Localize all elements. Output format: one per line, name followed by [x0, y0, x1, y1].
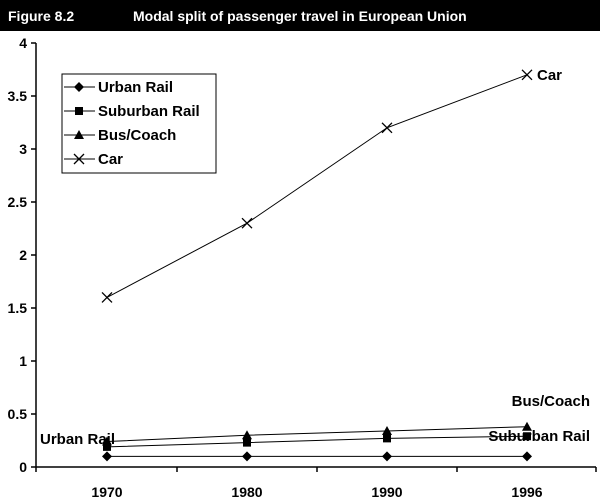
data-point-suburban-rail — [523, 432, 531, 441]
y-tick-label: 3 — [19, 141, 27, 157]
annotation-suburban-rail: Suburban Rail — [488, 428, 590, 445]
figure-header: Figure 8.2 Modal split of passenger trav… — [0, 0, 600, 31]
y-tick-label: 0 — [19, 459, 27, 475]
x-tick-label: 1990 — [371, 484, 402, 500]
legend-marker-car — [73, 153, 85, 165]
series-line-bus-coach — [106, 426, 528, 443]
figure-title: Modal split of passenger travel in Europ… — [133, 7, 467, 24]
y-tick-label: 1 — [19, 353, 27, 369]
x-tick-label: 1980 — [231, 484, 262, 500]
y-tick-label: 1.5 — [8, 300, 28, 316]
data-point-urban-rail — [102, 451, 112, 462]
data-point-car — [521, 69, 533, 81]
data-point-car — [101, 291, 113, 303]
y-tick-label: 0.5 — [8, 406, 28, 422]
legend-box — [61, 73, 217, 174]
x-tick-label: 1996 — [511, 484, 542, 500]
data-point-car — [241, 217, 253, 229]
legend-label-bus-coach: Bus/Coach — [98, 127, 176, 144]
annotation-bus-coach: Bus/Coach — [512, 393, 590, 410]
y-tick-label: 3.5 — [8, 88, 28, 104]
data-point-urban-rail — [382, 451, 392, 462]
data-point-urban-rail — [522, 451, 532, 462]
series-line-car — [106, 74, 528, 298]
data-point-suburban-rail — [243, 438, 251, 447]
annotation-urban-rail: Urban Rail — [40, 431, 115, 448]
legend-label-car: Car — [98, 151, 123, 168]
data-point-suburban-rail — [103, 442, 111, 451]
y-tick-label: 2.5 — [8, 194, 28, 210]
x-tick-label: 1970 — [91, 484, 122, 500]
data-point-suburban-rail — [383, 434, 391, 443]
legend-label-urban-rail: Urban Rail — [98, 79, 173, 96]
data-point-car — [381, 122, 393, 134]
data-point-bus-coach — [242, 430, 252, 440]
data-point-bus-coach — [102, 436, 112, 446]
figure-label: Figure 8.2 — [8, 7, 75, 24]
y-tick-label: 4 — [19, 35, 27, 51]
data-point-bus-coach — [382, 425, 392, 435]
legend-marker-bus-coach — [74, 130, 84, 139]
legend-label-suburban-rail: Suburban Rail — [98, 103, 200, 120]
y-tick-label: 2 — [19, 247, 27, 263]
data-point-bus-coach — [522, 421, 532, 431]
legend-marker-suburban-rail — [75, 107, 83, 115]
legend-marker-urban-rail — [74, 82, 84, 92]
series-line-suburban-rail — [106, 435, 528, 448]
data-point-urban-rail — [242, 451, 252, 462]
annotation-car: Car — [537, 67, 562, 84]
